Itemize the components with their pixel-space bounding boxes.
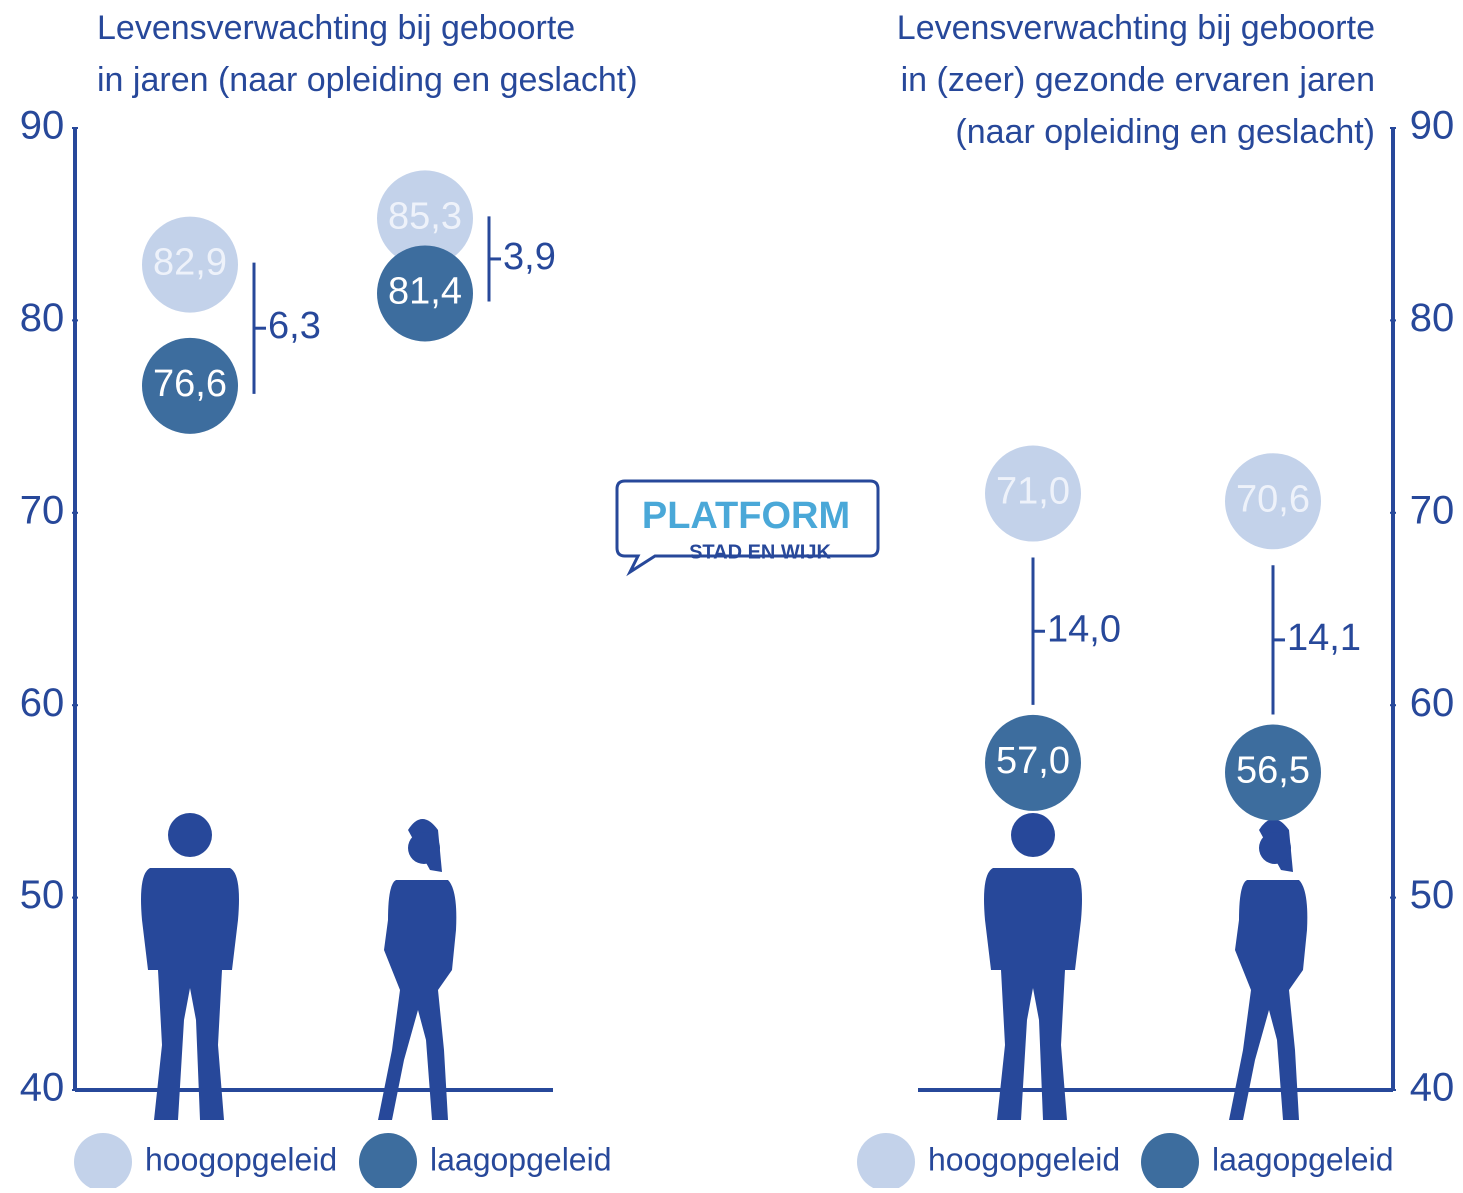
dot [1225,453,1321,550]
legend-label: laagopgeleid [1212,1141,1394,1177]
chart-title: in (zeer) gezonde ervaren jaren [901,61,1375,99]
y-tick-label: 40 [1410,1066,1455,1110]
man-figure [984,813,1082,1120]
woman-figure [1229,819,1308,1120]
dot [377,170,473,267]
chart-title: in jaren (naar opleiding en geslacht) [97,61,638,99]
legend-swatch [857,1133,915,1191]
y-tick-label: 60 [20,681,65,725]
y-tick-label: 50 [1410,873,1455,917]
man-figure [141,813,239,1120]
chart-title: Levensverwachting bij geboorte [97,9,575,47]
y-tick-label: 40 [20,1066,65,1110]
legend-label: hoogopgeleid [928,1141,1120,1177]
y-tick-label: 70 [20,488,65,532]
dot-label: 76,6 [153,363,227,405]
y-tick-label: 90 [1410,104,1455,148]
y-tick-label: 50 [20,873,65,917]
legend-swatch [359,1133,417,1191]
dot [985,445,1081,542]
logo: PLATFORM STAD EN WIJK [615,479,880,577]
dot [985,714,1081,811]
legend-swatch [74,1133,132,1191]
dot [142,337,238,434]
dot-label: 56,5 [1236,750,1310,792]
dot-label: 71,0 [996,471,1070,513]
dot-label: 85,3 [388,195,462,237]
dot [142,216,238,313]
logo-text: PLATFORM [642,495,850,537]
difference-label: 3,9 [503,236,556,278]
woman-figure [378,819,457,1120]
dot-label: 70,6 [1236,478,1310,520]
legend-label: hoogopgeleid [145,1141,337,1177]
chart-title: Levensverwachting bij geboorte [897,9,1375,47]
y-tick-label: 80 [1410,296,1455,340]
logo-frame [615,479,880,577]
logo-subtext: STAD EN WIJK [689,541,831,563]
y-tick-label: 60 [1410,681,1455,725]
y-tick-label: 80 [20,296,65,340]
difference-label: 14,1 [1287,617,1361,659]
difference-label: 6,3 [268,305,321,347]
dot-label: 82,9 [153,242,227,284]
legend-label: laagopgeleid [430,1141,612,1177]
y-tick-label: 70 [1410,488,1455,532]
dot-label: 57,0 [996,740,1070,782]
legend-swatch [1141,1133,1199,1191]
chart-title: (naar opleiding en geslacht) [955,113,1375,151]
dot-label: 81,4 [388,270,462,312]
difference-label: 14,0 [1047,608,1121,650]
y-tick-label: 90 [20,104,65,148]
dot [377,245,473,342]
dot [1225,724,1321,821]
